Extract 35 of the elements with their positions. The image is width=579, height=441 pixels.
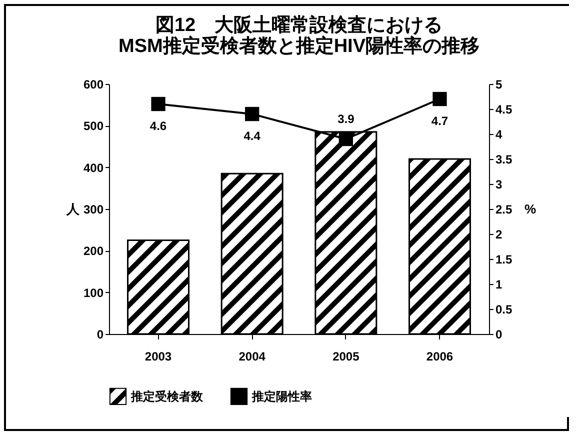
y-tick-label: 100 bbox=[83, 286, 104, 300]
y-tick-label: 600 bbox=[83, 78, 104, 92]
x-tick-label: 2004 bbox=[238, 350, 266, 364]
y2-axis-title: % bbox=[524, 202, 536, 216]
y-axis-title: 人 bbox=[66, 202, 80, 216]
y-tick-label: 200 bbox=[83, 244, 104, 258]
y2-tick-label: 2.5 bbox=[496, 202, 513, 216]
chart-title: 図12 大阪土曜常設検査における MSM推定受検者数と推定HIV陽性率の推移 bbox=[118, 14, 480, 57]
y2-tick-label: 3.5 bbox=[496, 152, 513, 166]
legend-label: 推定陽性率 bbox=[251, 389, 312, 404]
y-tick-label: 300 bbox=[83, 202, 104, 216]
y2-tick-label: 1.5 bbox=[496, 252, 513, 266]
y-tick-label: 500 bbox=[83, 119, 104, 134]
y2-tick-label: 4 bbox=[496, 128, 502, 142]
x-tick-label: 2005 bbox=[332, 350, 360, 364]
y2-tick-label: 4.5 bbox=[496, 102, 513, 116]
x-tick-label: 2003 bbox=[144, 350, 172, 364]
point bbox=[432, 92, 447, 106]
point bbox=[338, 132, 353, 146]
legend-label: 推定受検者数 bbox=[130, 389, 204, 404]
data-label: 4.4 bbox=[244, 129, 261, 143]
y2-tick-label: 1 bbox=[496, 278, 502, 292]
data-label: 3.9 bbox=[338, 112, 355, 126]
x-tick-label: 2006 bbox=[426, 350, 454, 364]
y2-tick-label: 0.5 bbox=[496, 302, 513, 316]
data-label: 4.7 bbox=[431, 114, 448, 128]
data-label: 4.6 bbox=[150, 119, 167, 133]
point bbox=[245, 106, 260, 122]
y-tick-label: 400 bbox=[83, 160, 104, 175]
y-tick-label: 0 bbox=[96, 328, 104, 342]
point bbox=[151, 96, 166, 112]
y2-tick-label: 2 bbox=[496, 228, 502, 242]
y2-tick-label: 0 bbox=[496, 328, 502, 342]
y2-tick-label: 3 bbox=[496, 178, 502, 192]
y2-tick-label: 5 bbox=[496, 78, 502, 92]
